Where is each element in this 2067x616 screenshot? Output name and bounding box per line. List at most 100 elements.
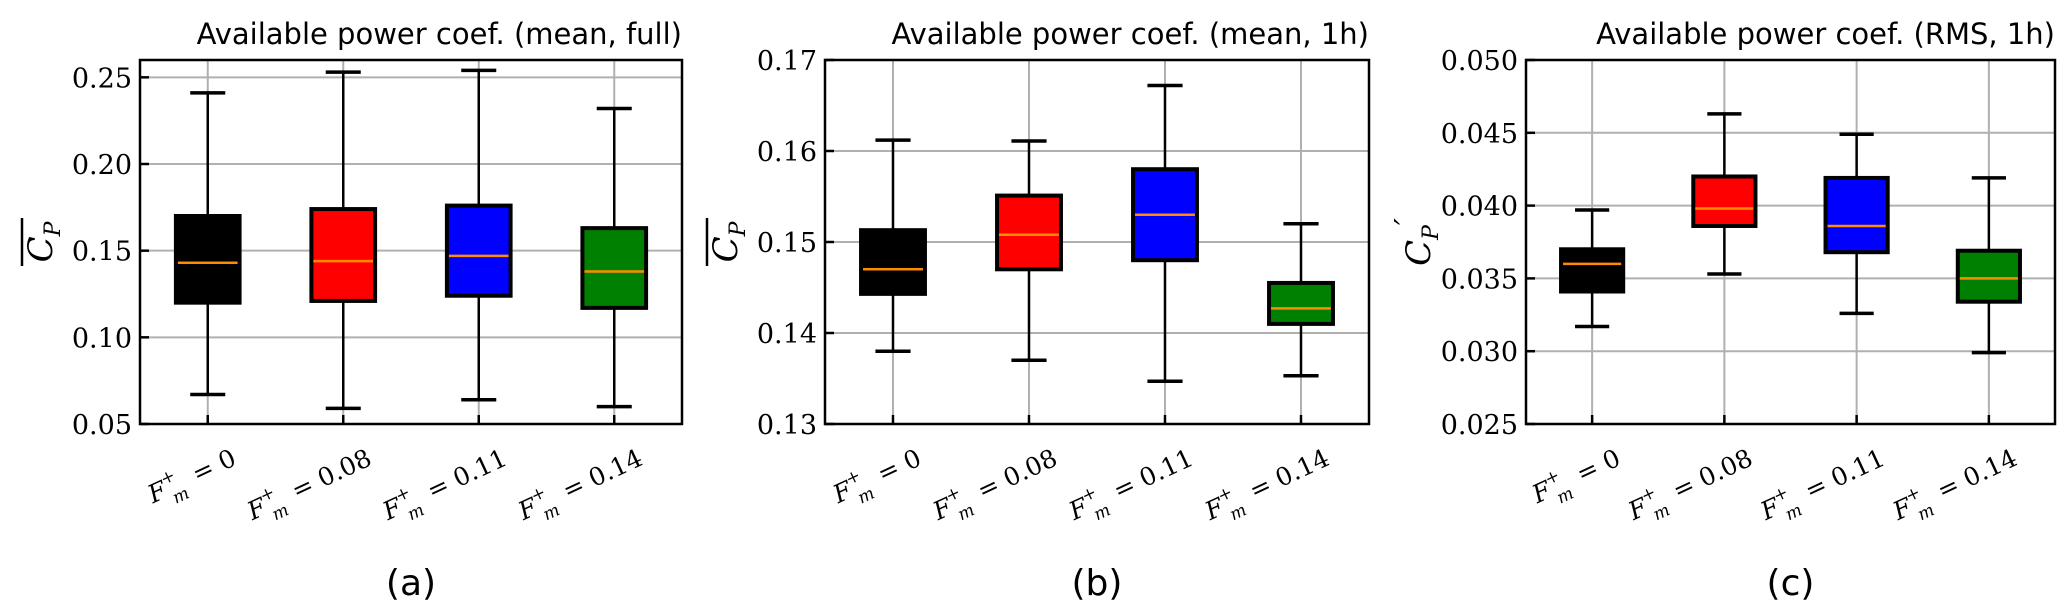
box-iqr (1267, 280, 1335, 326)
y-tick-label: 0.10 (72, 323, 132, 354)
x-label-value: = 0.14 (551, 443, 647, 508)
y-label-base: C (706, 236, 746, 262)
y-tick-label: 0.20 (72, 150, 132, 181)
x-tick-label: F+m = 0.11 (1062, 440, 1201, 535)
plot-frame (1524, 58, 2057, 426)
box-0.14 (1267, 222, 1335, 378)
box-iqr (580, 226, 649, 310)
box-iqr (1691, 174, 1758, 228)
x-tick-label-text: F+m = 0 (1525, 440, 1628, 518)
x-label-sub: m (1227, 500, 1250, 525)
box-iqr (1559, 247, 1626, 294)
box-0.11 (444, 68, 513, 402)
x-label-value: = 0.11 (415, 443, 511, 508)
y-tick-label: 0.025 (1441, 410, 1518, 441)
panel-label: (a) (386, 563, 436, 604)
y-label-sub: P (41, 220, 66, 237)
y-tick-label: 0.17 (757, 46, 817, 77)
x-tick-label-text: F+m = 0.14 (1198, 440, 1337, 535)
box-0.11 (1131, 83, 1199, 383)
x-label-value: = 0.11 (1101, 443, 1197, 508)
y-axis-label: CP′ (1389, 218, 1444, 266)
panel-c: 0.025 0.030 0.035 0.040 0.045 0.050 Available … (1389, 17, 2057, 604)
chart-title: Available power coef. (mean, full) (197, 17, 682, 51)
x-tick-label-text: F+m = 0.11 (1062, 440, 1201, 535)
x-label-value: = 0.08 (965, 443, 1061, 508)
x-label-sub: m (1091, 500, 1114, 525)
x-label-sub: m (855, 483, 878, 508)
x-tick-label: F+m = 0.08 (926, 440, 1065, 535)
x-tick-label: F+m = 0.14 (1198, 440, 1337, 535)
box-0 (173, 91, 242, 397)
box-0 (1559, 208, 1626, 329)
box-iqr (995, 193, 1063, 272)
x-tick-label-text: F+m = 0.14 (1886, 440, 2025, 535)
x-tick-label-text: F+m = 0.11 (376, 440, 515, 535)
x-label-value: = 0 (1565, 443, 1625, 492)
plot-frame (138, 58, 684, 426)
panel-label: (b) (1072, 563, 1123, 604)
panel-b: 0.13 0.14 0.15 0.16 0.17 Available power coef… (705, 17, 1371, 604)
box-iqr (859, 228, 927, 296)
x-tick-label: F+m = 0 (1525, 440, 1628, 518)
box-0.14 (1955, 176, 2022, 355)
y-label-base: C (1399, 240, 1439, 266)
box-iqr (444, 203, 513, 298)
x-label-sub: m (405, 500, 428, 525)
y-label-sub: P (1419, 224, 1444, 241)
panel-label: (c) (1767, 563, 1815, 604)
y-tick-label: 0.045 (1441, 119, 1518, 150)
plot-frame (823, 58, 1371, 426)
x-tick-label: F+m = 0.11 (1755, 443, 1889, 526)
y-tick-label: 0.16 (757, 137, 817, 168)
y-tick-label: 0.15 (757, 228, 817, 259)
x-tick-label-text: F+m = 0.08 (240, 440, 379, 535)
box-0.08 (1691, 112, 1758, 276)
chart-title: Available power coef. (RMS, 1h) (1596, 17, 2055, 51)
x-tick-label: F+m = 0.14 (511, 440, 650, 535)
x-label-value: = 0.08 (1661, 443, 1757, 508)
y-tick-label: 0.14 (757, 319, 817, 350)
y-axis-label-text: CP′ (1389, 218, 1444, 266)
y-tick-label: 0.15 (72, 237, 132, 268)
box-0 (859, 138, 927, 353)
chart-title: Available power coef. (mean, 1h) (891, 17, 1369, 51)
x-tick-label-text: F+m = 0.08 (1621, 440, 1760, 535)
y-tick-label: 0.030 (1441, 337, 1518, 368)
x-tick-label: F+m = 0.11 (376, 440, 515, 535)
y-axis-label-text: CP (706, 220, 751, 262)
panel-a: 0.05 0.10 0.15 0.20 0.25 Available power coef… (20, 17, 684, 604)
x-tick-label: F+m = 0 (826, 440, 929, 518)
x-label-sub: m (1554, 483, 1577, 508)
x-label-value: = 0.08 (280, 443, 376, 508)
x-tick-label-text: F+m = 0 (826, 440, 929, 518)
x-label-sub: m (1650, 500, 1673, 525)
x-tick-label-text: F+m = 0.08 (926, 440, 1065, 535)
x-tick-label: F+m = 0.14 (1886, 440, 2025, 535)
x-label-value: = 0.14 (1925, 443, 2021, 508)
x-label-sub: m (955, 500, 978, 525)
x-tick-label: F+m = 0 (141, 440, 244, 518)
box-0.11 (1823, 132, 1890, 316)
y-axis-label: CP (705, 218, 751, 266)
x-label-sub: m (1915, 500, 1938, 525)
x-tick-label-text: F+m = 0 (141, 440, 244, 518)
y-tick-label: 0.040 (1441, 192, 1518, 223)
box-0.08 (995, 139, 1063, 363)
y-axis-label: CP (20, 218, 66, 266)
y-label-base: C (21, 236, 61, 262)
x-tick-label: F+m = 0.08 (240, 440, 379, 535)
y-axis-label-text: CP (21, 220, 66, 262)
box-iqr (173, 214, 242, 305)
box-iqr (1955, 248, 2022, 304)
y-tick-label: 0.05 (72, 410, 132, 441)
x-tick-label-text: F+m = 0.14 (511, 440, 650, 535)
y-label-sub: P (726, 220, 751, 237)
x-label-sub: m (269, 500, 292, 525)
box-iqr (309, 207, 378, 303)
y-tick-label: 0.050 (1441, 46, 1518, 77)
x-label-value: = 0.11 (1793, 443, 1889, 508)
y-label-prime: ′ (1389, 218, 1424, 225)
y-tick-label: 0.25 (72, 63, 132, 94)
